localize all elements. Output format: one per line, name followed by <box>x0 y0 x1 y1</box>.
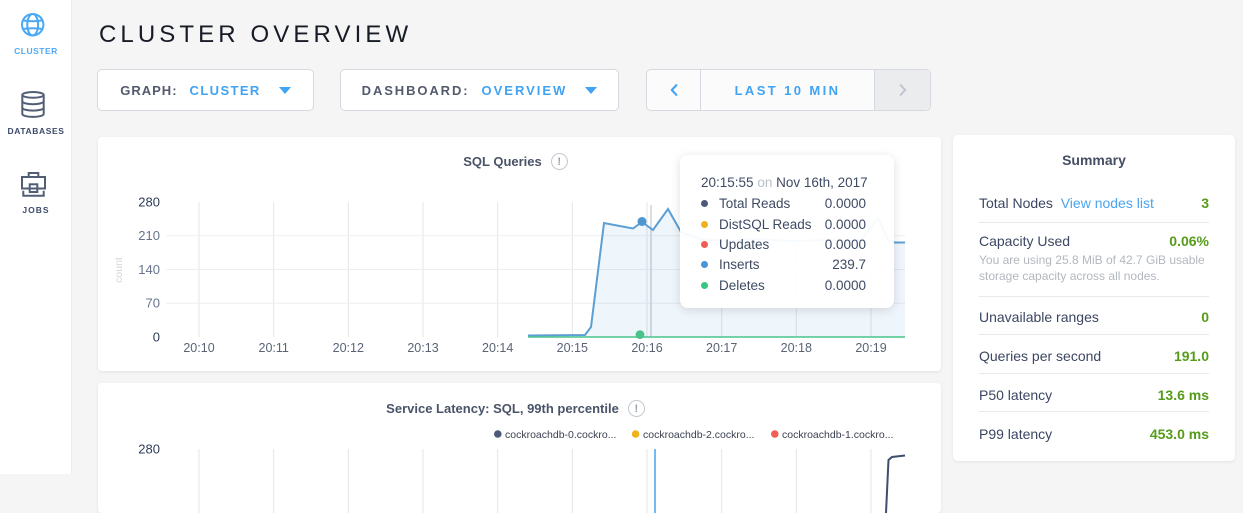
svg-text:20:19: 20:19 <box>855 341 886 355</box>
svg-text:20:11: 20:11 <box>259 341 289 355</box>
svg-text:210: 210 <box>138 228 160 243</box>
svg-text:70: 70 <box>146 296 160 311</box>
svg-text:20:10: 20:10 <box>183 341 214 355</box>
svg-text:140: 140 <box>138 262 160 277</box>
svg-text:cockroachdb-2.cockro...: cockroachdb-2.cockro... <box>643 429 754 441</box>
svg-text:20:18: 20:18 <box>781 341 812 355</box>
svg-text:20:15: 20:15 <box>557 341 588 355</box>
svg-text:20:12: 20:12 <box>333 341 364 355</box>
svg-text:cockroachdb-1.cockro...: cockroachdb-1.cockro... <box>782 429 893 441</box>
svg-text:20:16: 20:16 <box>631 341 662 355</box>
svg-text:280: 280 <box>138 195 160 210</box>
svg-text:280: 280 <box>138 442 160 457</box>
svg-text:20:17: 20:17 <box>706 341 737 355</box>
svg-text:20:14: 20:14 <box>482 341 513 355</box>
svg-text:20:13: 20:13 <box>407 341 438 355</box>
svg-text:0: 0 <box>153 330 160 345</box>
svg-text:cockroachdb-0.cockro...: cockroachdb-0.cockro... <box>505 429 616 441</box>
